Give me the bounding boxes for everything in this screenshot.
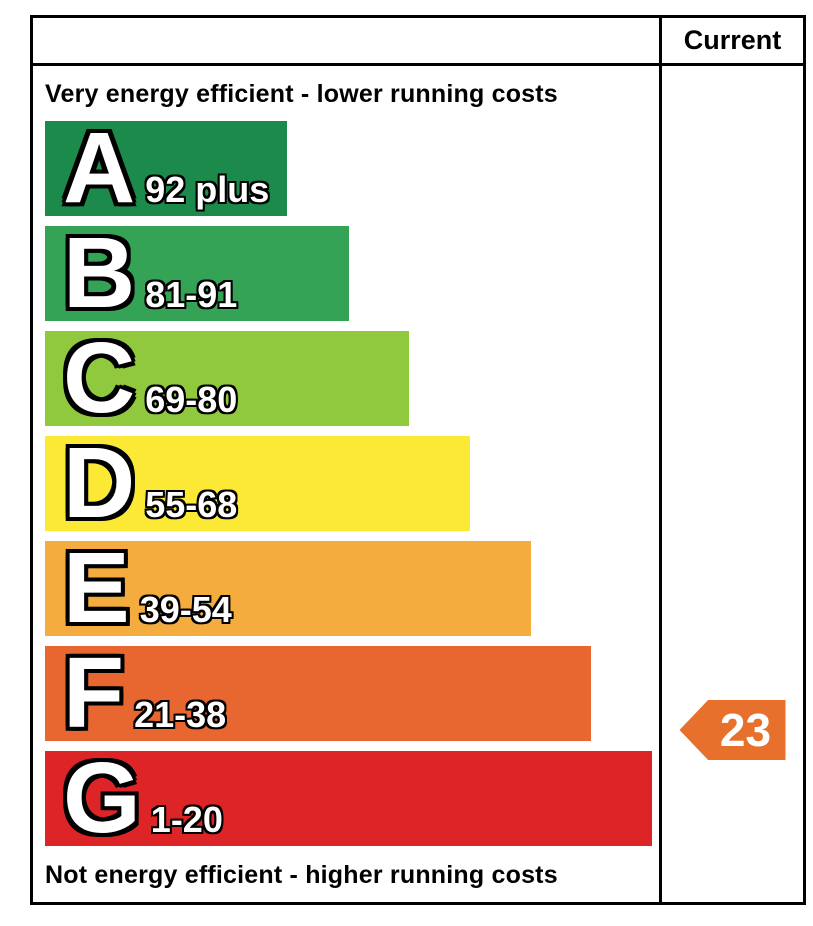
- band-letter: B: [63, 217, 136, 329]
- rating-scale-cell: Very energy efficient - lower running co…: [33, 66, 659, 902]
- bottom-caption: Not energy efficient - higher running co…: [45, 861, 558, 889]
- band-letter: G: [63, 742, 141, 854]
- band-a: A 92 plus: [45, 112, 287, 224]
- band-letter: C: [63, 322, 136, 434]
- current-rating-value: 23: [719, 704, 772, 756]
- band-letter: F: [63, 637, 125, 749]
- band-f: F 21-38: [45, 637, 591, 749]
- band-range-label: 55-68: [145, 484, 238, 525]
- band-letter: D: [63, 427, 136, 539]
- top-caption: Very energy efficient - lower running co…: [45, 80, 558, 108]
- band-range-label: 1-20: [150, 799, 223, 840]
- band-c: C 69-80: [45, 322, 409, 434]
- current-rating-arrow: 23: [679, 700, 786, 760]
- band-d: D 55-68: [45, 427, 470, 539]
- band-range-label: 81-91: [145, 274, 238, 315]
- rating-bands: A 92 plus B 81-91 C 69-80 D 55-68 E 39-5…: [45, 112, 652, 848]
- band-b: B 81-91: [45, 217, 349, 329]
- current-rating-cell: 23: [659, 66, 803, 902]
- band-range-label: 39-54: [139, 589, 232, 630]
- band-e: E 39-54: [45, 532, 531, 644]
- band-range-label: 21-38: [134, 694, 227, 735]
- band-range-label: 92 plus: [145, 169, 270, 210]
- band-letter: A: [63, 112, 136, 224]
- header-cell-current: Current: [659, 18, 803, 66]
- band-letter: E: [63, 532, 130, 644]
- epc-rating-table: Current Very energy efficient - lower ru…: [30, 15, 806, 905]
- band-g: G 1-20: [45, 742, 652, 854]
- header-cell-empty: [33, 18, 659, 66]
- band-range-label: 69-80: [145, 379, 238, 420]
- current-column-label: Current: [683, 25, 782, 55]
